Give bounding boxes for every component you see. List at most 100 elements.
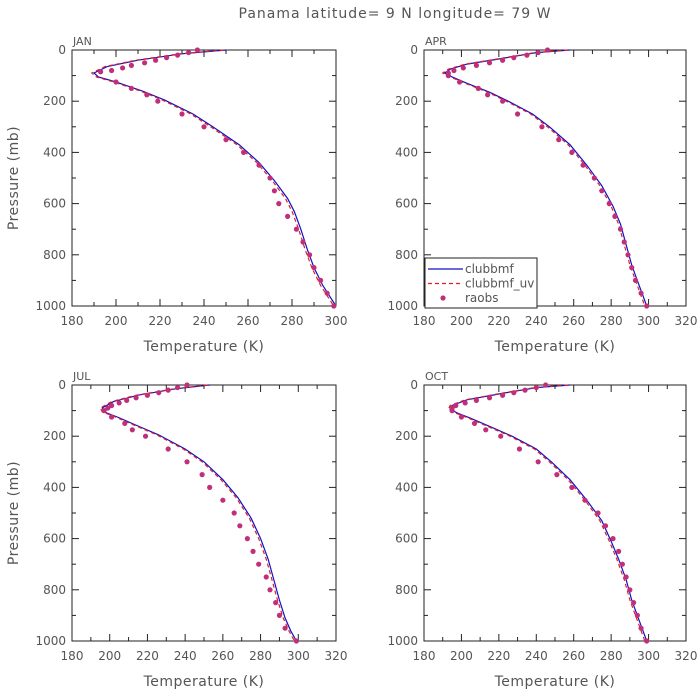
x-tick-label: 260 [562,314,585,328]
raobs-point [241,149,247,155]
panel-oct: 180 200 220 240 260 280 300 320 0 200 400 600 800 100… [387,370,697,690]
raobs-point [473,397,479,403]
y-tick-label: 0 [410,43,418,57]
raobs-point [644,638,650,644]
raobs-point [554,472,560,478]
raobs-point [144,392,151,398]
legend-dot-marker [440,295,446,301]
y-tick-label: 200 [395,429,418,443]
x-tick-label: 300 [325,314,348,328]
panels: 180 200 220 240 260 280 300 0 200 400 600 800 1000 JA… [6,35,697,690]
x-tick-label: 180 [413,649,436,663]
raobs-point [602,523,609,529]
x-tick-label: 200 [105,314,128,328]
x-tick-label: 180 [413,314,436,328]
x-tick-label: 320 [675,314,698,328]
raobs-point [179,111,185,117]
x-tick-label: 220 [136,649,159,663]
raobs-point [612,213,618,219]
x-tick-label: 180 [61,314,84,328]
x-tick-label: 280 [600,314,623,328]
raobs-point [486,60,493,66]
raobs-point [539,124,545,130]
y-tick-label: 0 [58,378,66,392]
raobs-point [627,587,633,593]
x-tick-label: 260 [562,649,585,663]
raobs-point [165,446,171,452]
raobs-point [244,536,250,542]
x-tick-label: 320 [325,649,348,663]
x-tick-label: 300 [287,649,310,663]
raobs-point [267,175,273,181]
raobs-point [462,400,468,406]
raobs-point [453,402,459,409]
raobs-point [207,484,213,490]
raobs-point [632,277,639,283]
y-tick-label: 200 [43,94,66,108]
raobs-point [250,548,256,555]
x-axis-label: Temperature (K) [494,674,616,690]
raobs-point [556,137,562,143]
raobs-point [186,49,192,56]
raobs-point [175,52,181,58]
y-tick-label: 400 [395,145,418,159]
raobs-point [318,277,324,283]
raobs-point [120,65,126,71]
raobs-point [282,625,288,631]
y-tick-label: 200 [43,429,66,443]
y-axis-label: Pressure (mb) [6,461,22,565]
y-tick-label: 800 [43,248,66,262]
y-tick-label: 0 [410,378,418,392]
raobs-point [263,574,269,580]
raobs-point [485,92,491,98]
x-tick-label: 240 [525,314,548,328]
x-tick-label: 300 [637,649,660,663]
raobs-point [155,98,161,104]
raobs-point [535,49,541,56]
raobs-point [631,600,637,606]
raobs-point [156,390,162,396]
panel-label: JAN [72,35,92,48]
raobs-point [634,612,640,619]
y-tick-label: 600 [43,197,66,211]
raobs-point [458,414,465,420]
panel-label: OCT [425,370,448,383]
y-tick-label: 600 [43,532,66,546]
x-axis-label: Temperature (K) [494,339,616,355]
raobs-point [619,561,625,567]
raobs-point [580,162,586,168]
raobs-point [498,433,504,439]
raobs-point [267,587,273,593]
y-tick-label: 400 [43,480,66,494]
raobs-point [293,638,299,644]
raobs-point [625,252,631,258]
x-tick-label: 220 [149,314,172,328]
x-tick-label: 220 [487,649,510,663]
raobs-point [543,382,549,388]
raobs-point [293,226,299,232]
raobs-point [285,213,291,219]
raobs-point [194,47,200,53]
raobs-point [331,303,337,309]
x-tick-label: 280 [281,314,304,328]
raobs-point [124,397,130,403]
raobs-point [500,57,506,63]
raobs-point [516,446,523,452]
raobs-point [271,188,277,194]
clubbmf-line [449,384,648,642]
raobs-point [638,625,644,631]
raobs-point [606,201,612,207]
y-tick-label: 400 [395,480,418,494]
raobs-point [582,497,588,503]
raobs-point [223,137,229,143]
raobs-point [256,561,262,567]
raobs-point [144,92,150,98]
raobs-point [511,390,517,396]
raobs-point [522,387,528,393]
plot-frame [71,384,337,642]
raobs-point [500,392,506,398]
raobs-point [617,226,624,232]
raobs-point [129,427,135,433]
y-tick-label: 1000 [35,299,66,313]
